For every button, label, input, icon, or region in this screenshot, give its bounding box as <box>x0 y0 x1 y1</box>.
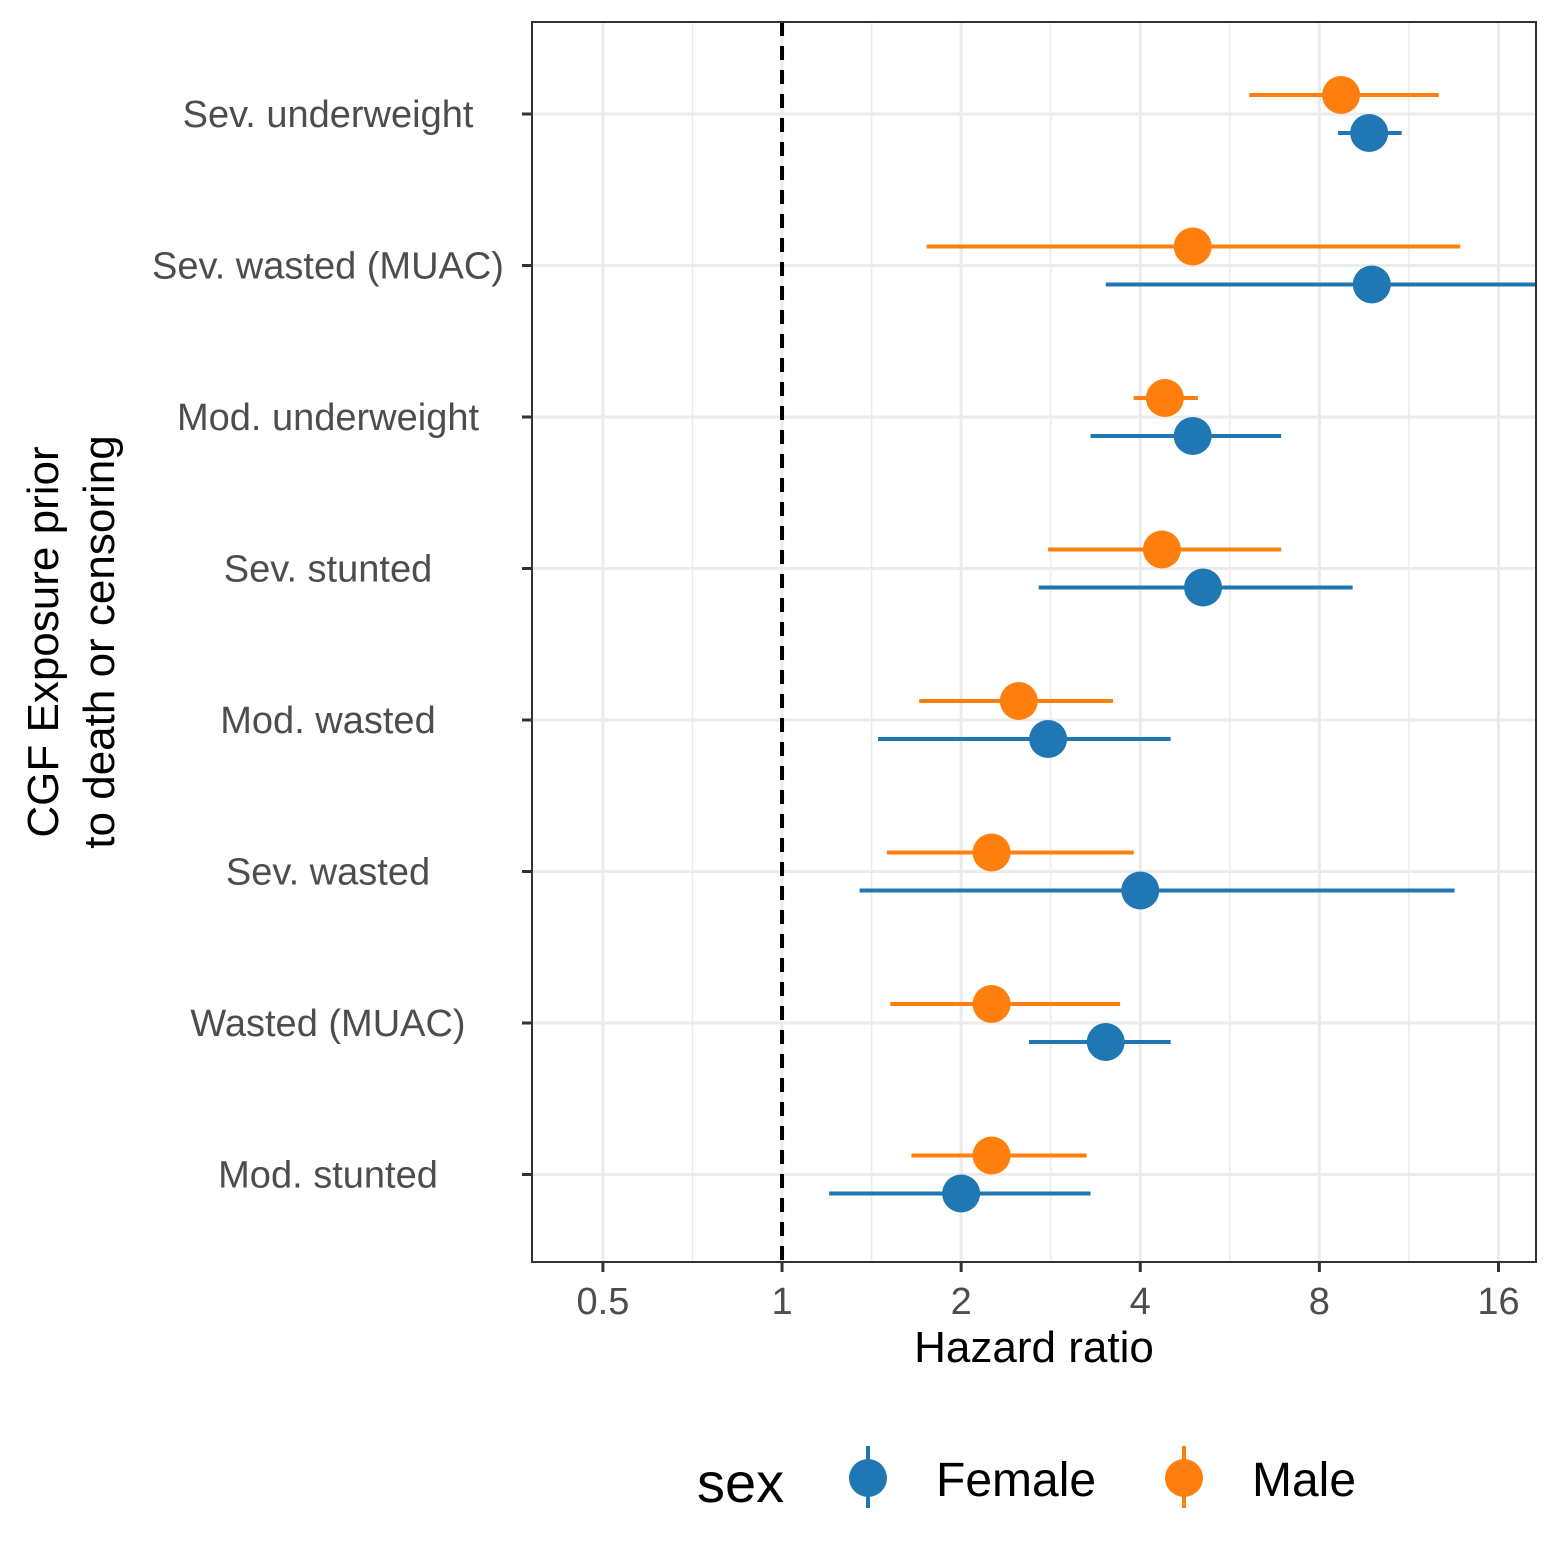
point-female <box>1121 871 1160 910</box>
legend-key-point <box>849 1459 887 1497</box>
x-tick-label: 1 <box>771 1281 792 1323</box>
minor-gridlines <box>691 22 1410 1262</box>
y-tick-label: Mod. underweight <box>177 397 480 439</box>
plot-panel-border <box>531 21 1537 1263</box>
legend-key-female <box>849 1446 887 1508</box>
point-male <box>1322 76 1361 114</box>
point-male <box>972 985 1011 1023</box>
point-male <box>1173 227 1212 266</box>
legend-key-point <box>1165 1459 1203 1497</box>
y-tick-label: Mod. stunted <box>218 1155 438 1197</box>
y-tick-label: Sev. wasted <box>226 852 430 894</box>
y-tick-label: Sev. wasted (MUAC) <box>152 246 504 288</box>
y-axis-title-line: CGF Exposure prior <box>19 446 68 837</box>
y-axis-title: CGF Exposure prior to death or censoring <box>19 435 124 848</box>
point-male <box>1142 530 1181 569</box>
point-female <box>1352 265 1391 304</box>
point-male <box>972 1136 1011 1175</box>
point-male <box>1145 379 1184 417</box>
legend-key-male <box>1165 1446 1203 1508</box>
point-female <box>1184 568 1223 607</box>
point-female <box>1350 114 1389 152</box>
y-tick-label: Sev. underweight <box>183 94 474 136</box>
point-female <box>942 1174 981 1213</box>
legend-label-male: Male <box>1252 1454 1356 1507</box>
x-axis: 0.5 1 2 4 8 16 <box>577 1262 1520 1323</box>
legend: sex Female Male <box>697 1446 1356 1514</box>
y-tick-label: Sev. stunted <box>224 549 432 591</box>
y-tick-label: Mod. wasted <box>220 700 435 742</box>
legend-label-female: Female <box>936 1454 1096 1507</box>
point-male <box>972 833 1011 872</box>
point-male <box>999 682 1038 720</box>
major-gridlines <box>532 22 1536 1262</box>
y-axis-title-line: to death or censoring <box>75 435 124 848</box>
x-tick-label: 4 <box>1130 1281 1151 1323</box>
x-axis-title: Hazard ratio <box>914 1323 1154 1372</box>
x-tick-label: 16 <box>1477 1281 1519 1323</box>
legend-title: sex <box>697 1451 784 1514</box>
point-female <box>1086 1023 1125 1061</box>
x-tick-label: 8 <box>1309 1281 1330 1323</box>
x-tick-label: 0.5 <box>577 1281 630 1323</box>
chart-marks <box>829 76 1536 1213</box>
y-tick-label: Wasted (MUAC) <box>190 1003 465 1045</box>
y-axis: Sev. underweight Sev. wasted (MUAC) Mod. u… <box>152 94 532 1197</box>
point-female <box>1173 417 1212 455</box>
point-female <box>1029 720 1068 758</box>
x-tick-label: 2 <box>951 1281 972 1323</box>
